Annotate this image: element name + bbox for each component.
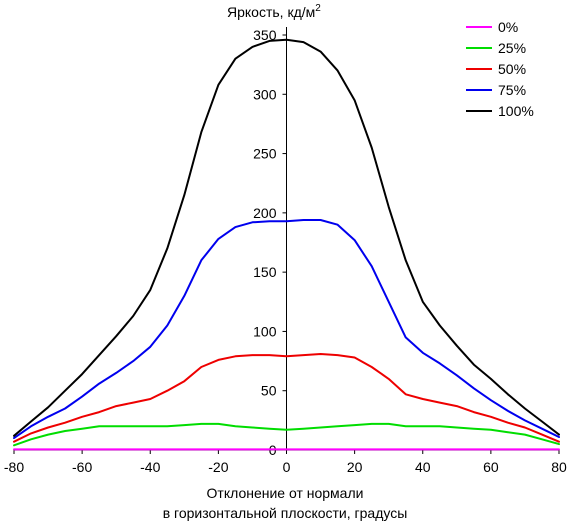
x-axis-title-line1: Отклонение от нормали: [207, 485, 364, 501]
x-axis-title-line2: в горизонтальной плоскости, градусы: [163, 505, 408, 521]
y-tick-label: 50: [261, 383, 277, 399]
y-tick-label: 350: [253, 27, 277, 43]
chart-title: Яркость, кд/м2: [227, 3, 321, 20]
series-line-25pct: [13, 422, 560, 447]
series-line-50pct: [13, 353, 560, 443]
series-line-75pct: [13, 219, 560, 440]
legend-label: 50%: [498, 61, 526, 77]
legend-label: 100%: [498, 103, 534, 119]
y-axis-ticks: [282, 34, 287, 392]
x-tick-label: -60: [72, 459, 92, 475]
y-tick-label: 200: [253, 205, 277, 221]
x-axis-ticks: [13, 450, 560, 454]
x-tick-label: 40: [415, 459, 431, 475]
legend-label: 75%: [498, 82, 526, 98]
x-tick-label: 60: [483, 459, 499, 475]
x-tick-label: -80: [4, 459, 24, 475]
y-tick-label: 250: [253, 146, 277, 162]
x-tick-label: -20: [208, 459, 228, 475]
legend: 0% 25% 50% 75% 100%: [466, 19, 534, 119]
y-tick-label: 300: [253, 86, 277, 102]
legend-label: 0%: [498, 19, 518, 35]
y-tick-label: 100: [253, 323, 277, 339]
title-superscript: 2: [315, 3, 321, 14]
x-tick-label: 0: [283, 459, 291, 475]
x-tick-label: -40: [140, 459, 160, 475]
y-tick-label: 150: [253, 264, 277, 280]
x-tick-labels: -80 -60 -40 -20 0 20 40 60 80: [4, 459, 567, 475]
x-tick-label: 80: [551, 459, 567, 475]
series-line-100pct: [13, 38, 560, 437]
x-tick-label: 20: [347, 459, 363, 475]
legend-label: 25%: [498, 40, 526, 56]
series-lines: [13, 38, 560, 451]
